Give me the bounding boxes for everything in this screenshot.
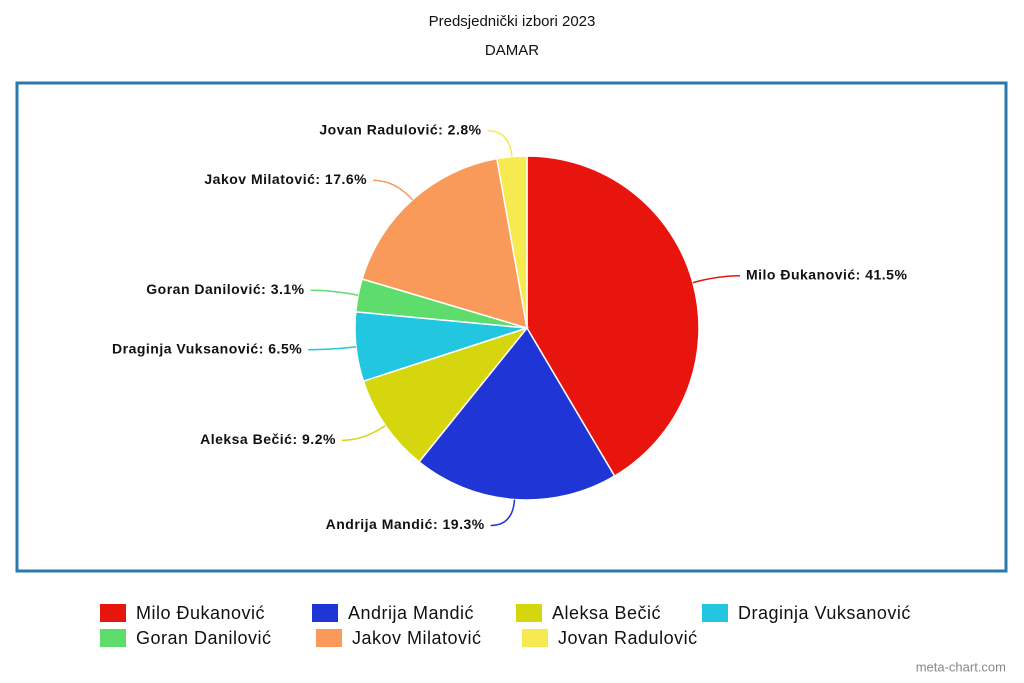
data-label: Jovan Radulović: 2.8% bbox=[319, 121, 481, 137]
legend-label: Aleksa Bečić bbox=[552, 603, 661, 623]
legend-swatch bbox=[316, 629, 342, 647]
data-label: Goran Danilović: 3.1% bbox=[146, 281, 304, 297]
data-label: Draginja Vuksanović: 6.5% bbox=[112, 340, 302, 356]
leader-line bbox=[373, 179, 414, 201]
data-label: Aleksa Bečić: 9.2% bbox=[200, 431, 336, 447]
legend-label: Goran Danilović bbox=[136, 628, 272, 648]
plot-frame bbox=[15, 81, 1008, 573]
legend-label: Milo Đukanović bbox=[136, 603, 265, 623]
leader-line bbox=[308, 346, 357, 351]
legend-swatch bbox=[702, 604, 728, 622]
leader-line bbox=[692, 275, 740, 284]
legend-swatch bbox=[522, 629, 548, 647]
chart-subtitle: DAMAR bbox=[485, 42, 539, 59]
legend-label: Andrija Mandić bbox=[348, 603, 474, 623]
data-label: Jakov Milatović: 17.6% bbox=[204, 171, 367, 187]
legend-swatch bbox=[516, 604, 542, 622]
credit: meta-chart.com bbox=[916, 659, 1006, 674]
data-label: Milo Đukanović: 41.5% bbox=[746, 266, 907, 282]
legend-label: Draginja Vuksanović bbox=[738, 603, 911, 623]
data-label: Andrija Mandić: 19.3% bbox=[326, 516, 485, 532]
legend-label: Jovan Radulović bbox=[558, 628, 698, 648]
legend-swatch bbox=[100, 604, 126, 622]
chart-title: Predsjednički izbori 2023 bbox=[429, 13, 596, 30]
pie-slice bbox=[496, 155, 528, 329]
legend-swatch bbox=[312, 604, 338, 622]
leader-line bbox=[341, 424, 386, 442]
leader-line bbox=[487, 130, 513, 157]
legend-swatch bbox=[100, 629, 126, 647]
leader-line bbox=[490, 499, 516, 527]
legend-label: Jakov Milatović bbox=[352, 628, 482, 648]
leader-line bbox=[310, 289, 359, 296]
